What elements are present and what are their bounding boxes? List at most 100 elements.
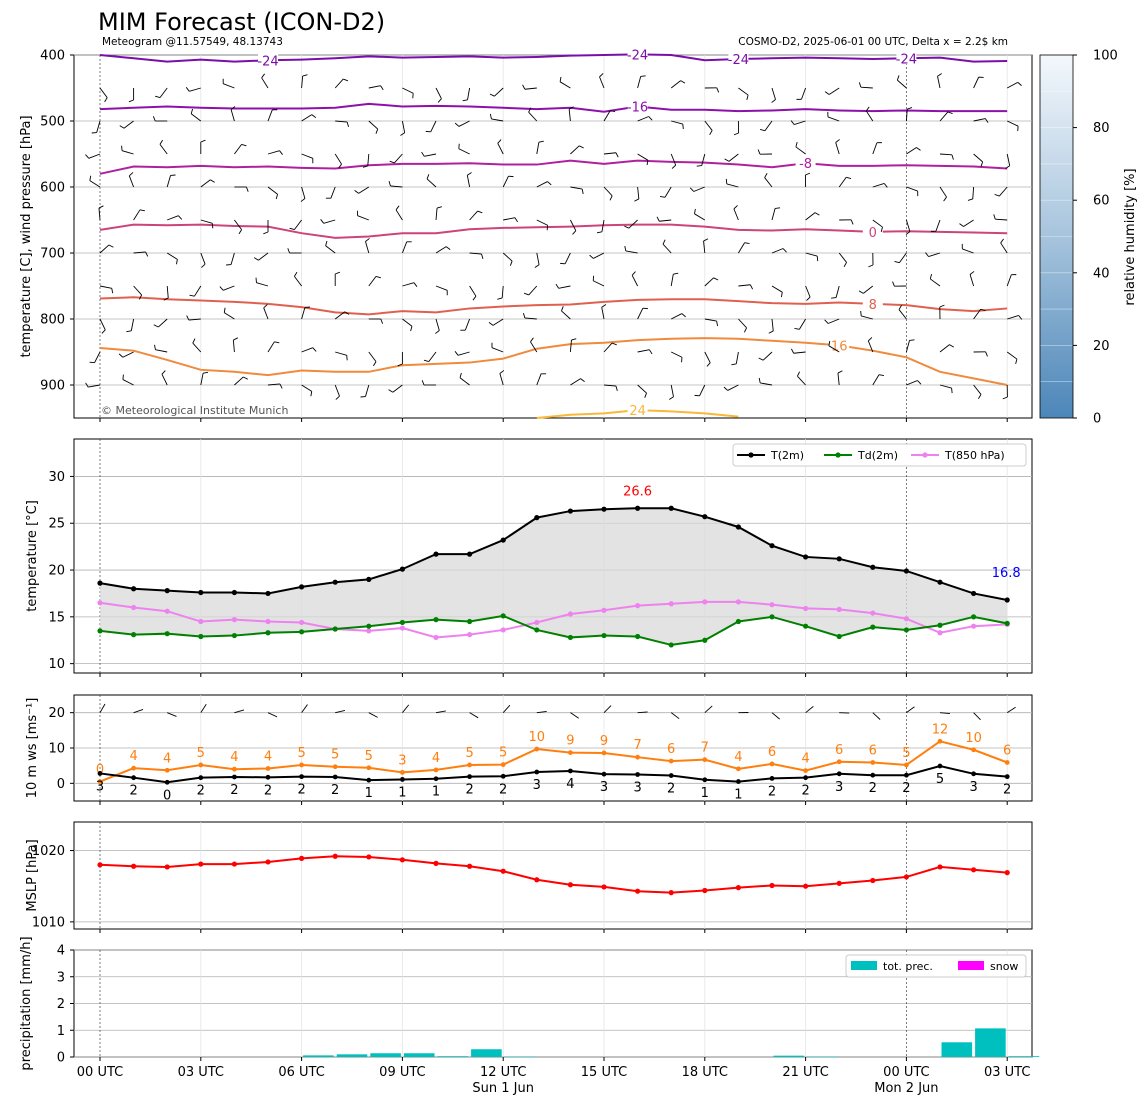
wind-barb xyxy=(1006,274,1012,287)
wind-barb xyxy=(939,111,949,122)
wind-point-mean xyxy=(366,777,372,783)
wind-barb xyxy=(793,120,806,125)
series-point-T(850 hPa) xyxy=(836,606,842,612)
mslp-point xyxy=(567,882,574,888)
wind-barb xyxy=(133,285,142,296)
wind-barb xyxy=(497,143,504,155)
wind-barb xyxy=(738,284,751,287)
wind-barb xyxy=(799,318,806,330)
series-point-T(850 hPa) xyxy=(803,605,809,612)
wind-barb-flag xyxy=(365,238,370,242)
series-point-T(850 hPa) xyxy=(131,604,137,611)
wind-barb-flag xyxy=(559,76,562,82)
wind-barb xyxy=(559,81,571,89)
wind-barb xyxy=(995,218,1008,221)
series-point-T(2m) xyxy=(500,537,506,543)
wind-barb-flag xyxy=(375,275,381,279)
mslp-point xyxy=(635,888,641,894)
wind-barb-flag xyxy=(362,165,368,168)
precip-legend-swatch-snow xyxy=(958,961,984,970)
wind-barb-flag xyxy=(867,337,873,342)
series-point-T(2m) xyxy=(803,554,809,560)
wind-barb-flag xyxy=(892,281,895,287)
wind-barb xyxy=(998,186,1008,197)
series-point-T(2m) xyxy=(937,579,943,585)
series-point-T(850 hPa) xyxy=(164,608,170,614)
wind-barb xyxy=(935,219,941,232)
wind-barb xyxy=(593,252,605,259)
panel-frame-temperature xyxy=(73,438,1033,674)
wind-barb-flag xyxy=(338,163,342,169)
series-point-Td(2m) xyxy=(803,623,809,629)
wind-point-mean xyxy=(97,771,103,776)
surface-wind-barb xyxy=(906,706,915,714)
wind-barb xyxy=(133,251,146,254)
surface-wind-barb xyxy=(805,706,814,714)
wind-barb xyxy=(267,341,275,353)
wind-barb-flag xyxy=(101,329,106,334)
colorbar-tick-label: 60 xyxy=(1093,194,1110,209)
wind-barb xyxy=(99,285,112,289)
wind-barb-flag xyxy=(611,342,617,346)
wind-barb xyxy=(897,79,907,89)
wind-barb-flag xyxy=(624,245,627,252)
wind-barb xyxy=(128,175,135,188)
wind-barb-flag xyxy=(994,193,1000,197)
series-point-Td(2m) xyxy=(735,618,742,625)
wind-barb-flag xyxy=(287,248,291,254)
wind-barb-flag xyxy=(153,324,159,328)
wind-barb-flag xyxy=(758,377,761,384)
wind-barb xyxy=(223,312,235,320)
wind-value-label-gust: 7 xyxy=(701,741,709,756)
wind-barb-flag xyxy=(731,363,737,366)
wind-barb xyxy=(166,285,169,298)
wind-barb-flag xyxy=(459,372,462,378)
wind-point-gust xyxy=(635,754,640,760)
y-tick-label-precipitation: 0 xyxy=(57,1051,65,1066)
series-point-T(2m) xyxy=(702,514,708,520)
wind-barb-flag xyxy=(782,248,787,253)
wind-value-label-gust: 5 xyxy=(465,746,473,761)
wind-barb-flag xyxy=(192,338,196,344)
wind-barb xyxy=(466,175,471,188)
wind-barb xyxy=(435,318,440,331)
wind-point-mean xyxy=(265,774,271,780)
surface-wind-barb xyxy=(435,710,446,714)
wind-barb-flag xyxy=(896,75,900,81)
wind-point-mean xyxy=(803,775,808,781)
wind-value-label-gust: 9 xyxy=(566,734,574,749)
wind-barb xyxy=(771,87,776,100)
wind-barb xyxy=(797,375,806,386)
temperature-legend-box xyxy=(732,443,1027,467)
wind-barb-flag xyxy=(186,315,190,321)
series-point-T(2m) xyxy=(366,576,372,583)
wind-barb-flag xyxy=(178,215,183,220)
isotherm-label-bg xyxy=(862,295,883,310)
wind-barb xyxy=(760,382,773,386)
surface-wind-barb xyxy=(570,712,579,719)
wind-barb-flag xyxy=(139,209,145,212)
wind-barb-flag xyxy=(725,178,728,184)
wind-barb-flag xyxy=(868,264,874,268)
wind-barb xyxy=(865,110,874,122)
wind-barb xyxy=(335,120,348,123)
wind-barb xyxy=(659,219,672,222)
isotherm--24 xyxy=(99,53,1008,63)
mslp-point xyxy=(803,883,809,889)
temperature-dewpoint-fill xyxy=(100,508,1008,645)
wind-barb-flag xyxy=(706,362,711,367)
wind-barb-flag xyxy=(534,264,540,268)
wind-barb-flag xyxy=(985,351,988,357)
wind-barb xyxy=(261,77,269,89)
wind-barb-flag xyxy=(344,311,350,315)
wind-barb-flag xyxy=(380,85,384,91)
wind-point-gust xyxy=(1004,760,1010,765)
wind-barb-flag xyxy=(274,341,280,344)
wind-barb xyxy=(130,318,135,331)
wind-barb xyxy=(234,376,244,386)
wind-barb xyxy=(528,285,538,296)
wind-barb-flag xyxy=(816,256,819,262)
precip-bar-tot. prec. xyxy=(1008,1056,1040,1057)
wind-barb xyxy=(693,186,705,192)
wind-barb-flag xyxy=(768,330,774,334)
